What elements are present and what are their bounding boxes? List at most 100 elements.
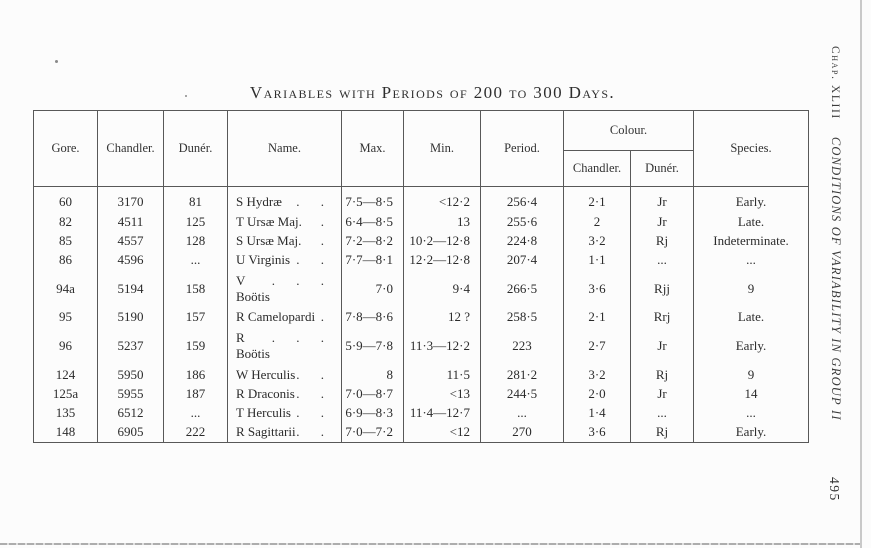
col-header-duner: Dunér. — [163, 110, 228, 187]
leader-dots: . . — [296, 405, 333, 421]
cell-species: Late. — [693, 212, 809, 232]
cell-species: ... — [693, 403, 809, 423]
col-header-name: Name. — [227, 110, 342, 187]
cell-colour-chandler: 3·2 — [563, 231, 631, 251]
cell-colour-chandler: 1·1 — [563, 250, 631, 270]
cell-period: 270 — [480, 422, 564, 443]
margin-heading: Chap. XLIII CONDITIONS OF VARIABILITY IN… — [828, 46, 843, 421]
cell-max: 6·9—8·3 — [341, 403, 404, 423]
cell-duner: ... — [163, 250, 228, 270]
table-row: 94a 5194 158 V Boötis . . . 7·0 9·4 266·… — [33, 269, 809, 308]
cell-min: <12·2 — [403, 186, 481, 213]
cell-period: 207·4 — [480, 250, 564, 270]
cell-colour-chandler: 2·0 — [563, 384, 631, 404]
leader-dots: . — [320, 309, 333, 325]
cell-colour-chandler: 1·4 — [563, 403, 631, 423]
cell-min: 12 ? — [403, 307, 481, 327]
cell-colour-duner: Jr — [629, 384, 694, 404]
cell-species: 9 — [693, 269, 809, 308]
star-name: W Herculis — [236, 366, 296, 382]
cell-name: T Herculis . . — [227, 403, 342, 423]
cell-name: S Ursæ Maj. . — [227, 231, 342, 251]
leader-dots: . . — [296, 252, 333, 268]
page-edge-bottom — [0, 543, 862, 545]
cell-colour-chandler: 3·6 — [563, 422, 631, 443]
cell-duner: 157 — [163, 307, 228, 327]
cell-name: R Camelopardi . — [227, 307, 342, 327]
cell-gore: 85 — [33, 231, 98, 251]
table-row: 95 5190 157 R Camelopardi . 7·8—8·6 12 ?… — [33, 307, 809, 327]
cell-period: ... — [480, 403, 564, 423]
cell-species: Early. — [693, 422, 809, 443]
cell-gore: 124 — [33, 365, 98, 385]
leader-dots: . . — [296, 194, 333, 210]
leader-dots: . . — [296, 424, 333, 440]
table-row: 148 6905 222 R Sagittarii . . 7·0—7·2 <1… — [33, 422, 809, 443]
table-row: 125a 5955 187 R Draconis . . 7·0—8·7 <13… — [33, 384, 809, 404]
cell-colour-chandler: 3·2 — [563, 365, 631, 385]
cell-name: S Hydræ . . — [227, 186, 342, 213]
cell-colour-chandler: 2·1 — [563, 307, 631, 327]
leader-dots: . — [320, 232, 333, 248]
cell-period: 223 — [480, 326, 564, 366]
cell-period: 224·8 — [480, 231, 564, 251]
cell-name: R Sagittarii . . — [227, 422, 342, 443]
star-name: T Ursæ Maj. — [236, 213, 302, 229]
cell-max: 7·5—8·5 — [341, 186, 404, 213]
cell-chandler: 6905 — [97, 422, 164, 443]
page-number: 495 — [827, 477, 842, 502]
cell-duner: 159 — [163, 326, 228, 366]
col-header-max: Max. — [341, 110, 404, 187]
table-row: 85 4557 128 S Ursæ Maj. . 7·2—8·2 10·2—1… — [33, 231, 809, 251]
chapter-label: Chap. XLIII — [829, 46, 841, 120]
cell-period: 266·5 — [480, 269, 564, 308]
cell-period: 258·5 — [480, 307, 564, 327]
cell-min: <13 — [403, 384, 481, 404]
col-header-period: Period. — [480, 110, 564, 187]
cell-min: 11·5 — [403, 365, 481, 385]
cell-chandler: 5237 — [97, 326, 164, 366]
star-name: U Virginis — [236, 252, 290, 268]
star-name: R Draconis — [236, 385, 295, 401]
col-header-colour-duner: Dunér. — [629, 150, 694, 187]
running-title: CONDITIONS OF VARIABILITY IN GROUP II — [829, 136, 843, 421]
cell-duner: 125 — [163, 212, 228, 232]
cell-species: ... — [693, 250, 809, 270]
cell-gore: 96 — [33, 326, 98, 366]
cell-chandler: 5955 — [97, 384, 164, 404]
cell-colour-duner: Rj — [629, 365, 694, 385]
cell-gore: 135 — [33, 403, 98, 423]
star-name: R Boötis — [236, 330, 270, 362]
star-name: S Hydræ — [236, 194, 282, 210]
cell-min: 11·4—12·7 — [403, 403, 481, 423]
cell-max: 8 — [341, 365, 404, 385]
cell-name: R Boötis . . . — [227, 326, 342, 366]
table-row: 124 5950 186 W Herculis . . 8 11·5 281·2… — [33, 365, 809, 385]
col-header-gore: Gore. — [33, 110, 98, 187]
cell-chandler: 5950 — [97, 365, 164, 385]
star-name: T Herculis — [236, 405, 291, 421]
star-name: S Ursæ Maj. — [236, 232, 302, 248]
table-row: 82 4511 125 T Ursæ Maj. . 6·4—8·5 13 255… — [33, 212, 809, 232]
cell-duner: 222 — [163, 422, 228, 443]
cell-species: Late. — [693, 307, 809, 327]
cell-duner: 186 — [163, 365, 228, 385]
leader-dots: . . . — [271, 272, 333, 288]
leader-dots: . . . — [271, 330, 333, 346]
variables-table: Gore. Chandler. Dunér. Name. Max. Min. P… — [33, 110, 810, 443]
cell-species: 14 — [693, 384, 809, 404]
cell-gore: 95 — [33, 307, 98, 327]
leader-dots: . . — [296, 385, 333, 401]
cell-chandler: 4511 — [97, 212, 164, 232]
cell-colour-duner: Rj — [629, 231, 694, 251]
cell-colour-duner: ... — [629, 403, 694, 423]
cell-colour-duner: Rrj — [629, 307, 694, 327]
cell-chandler: 3170 — [97, 186, 164, 213]
cell-max: 7·0—7·2 — [341, 422, 404, 443]
cell-species: Indeterminate. — [693, 231, 809, 251]
table-body: 60 3170 81 S Hydræ . . 7·5—8·5 <12·2 256… — [33, 186, 809, 443]
cell-species: Early. — [693, 326, 809, 366]
cell-duner: 158 — [163, 269, 228, 308]
cell-period: 244·5 — [480, 384, 564, 404]
cell-period: 281·2 — [480, 365, 564, 385]
